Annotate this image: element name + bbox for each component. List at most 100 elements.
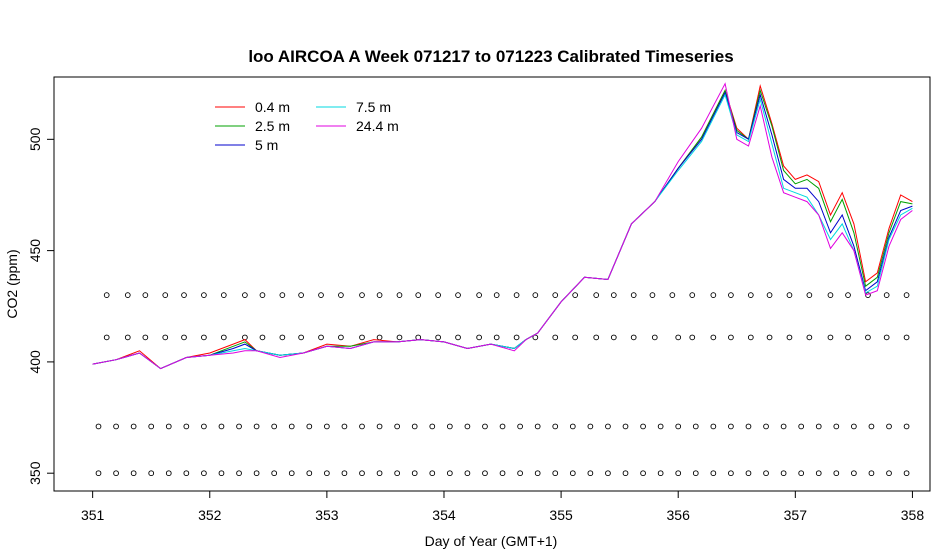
marker-point [728, 423, 734, 430]
legend-label: 7.5 m [356, 99, 391, 115]
marker-point [710, 292, 717, 298]
marker-point [415, 334, 422, 341]
marker-point [411, 470, 418, 477]
marker-point [886, 423, 892, 430]
marker-point [747, 334, 754, 341]
marker-point [513, 334, 520, 341]
marker-point [903, 334, 910, 341]
marker-point [165, 423, 172, 430]
marker-point [446, 423, 453, 430]
marker-point [359, 423, 365, 430]
marker-point [130, 470, 137, 477]
marker-point [113, 470, 119, 477]
marker-point [95, 423, 102, 430]
marker-point [124, 292, 131, 298]
x-tick-label: 357 [784, 507, 808, 523]
marker-point [903, 292, 910, 298]
marker-point [396, 292, 403, 298]
marker-point [142, 334, 149, 341]
marker-point [630, 334, 637, 341]
marker-point [640, 423, 646, 430]
marker-point [552, 470, 559, 477]
y-tick-label: 400 [27, 350, 43, 374]
series-line [92, 82, 913, 370]
marker-point [610, 334, 617, 341]
marker-point [165, 470, 172, 477]
marker-point [411, 423, 418, 430]
marker-point [710, 334, 717, 341]
marker-point [341, 423, 348, 430]
x-tick-label: 356 [667, 507, 691, 523]
marker-point [572, 334, 578, 341]
marker-point [435, 334, 441, 341]
marker-point [552, 292, 559, 298]
marker-point [572, 292, 578, 298]
marker-point [569, 423, 576, 430]
marker-point [868, 470, 875, 477]
marker-point [359, 470, 365, 477]
legend-label: 24.4 m [356, 118, 399, 134]
marker-point [253, 423, 260, 430]
marker-point [493, 292, 500, 298]
marker-point [394, 423, 400, 430]
marker-point [710, 470, 717, 477]
marker-point [780, 423, 787, 430]
marker-point [689, 292, 696, 298]
marker-point [798, 423, 805, 430]
marker-point [236, 470, 242, 477]
series-line [92, 88, 913, 370]
marker-point [220, 334, 227, 341]
marker-point [534, 470, 541, 477]
marker-point [865, 334, 871, 341]
marker-point [534, 423, 541, 430]
marker-point [883, 292, 890, 298]
x-tick-label: 354 [432, 507, 456, 523]
marker-point [429, 423, 436, 430]
marker-point [827, 292, 834, 298]
marker-point [763, 470, 769, 477]
x-tick-label: 351 [81, 507, 105, 523]
marker-point [201, 423, 207, 430]
marker-point [669, 292, 676, 298]
y-tick-label: 450 [27, 239, 43, 263]
legend-label: 5 m [255, 137, 278, 153]
marker-point [464, 470, 471, 477]
marker-point [605, 423, 611, 430]
marker-point [482, 470, 488, 477]
marker-point [675, 470, 682, 477]
marker-point [218, 423, 225, 430]
y-tick-label: 500 [27, 127, 43, 151]
marker-point [833, 470, 840, 477]
marker-point [692, 423, 699, 430]
marker-point [359, 334, 365, 341]
marker-point [815, 470, 822, 477]
marker-point [851, 423, 857, 430]
marker-point [318, 292, 324, 298]
marker-point [640, 470, 646, 477]
marker-point [587, 423, 594, 430]
series-lines [92, 82, 913, 370]
marker-point [569, 470, 576, 477]
marker-point [446, 470, 453, 477]
marker-point [903, 470, 910, 477]
marker-point [649, 292, 656, 298]
marker-point [587, 470, 594, 477]
marker-point [513, 292, 520, 298]
marker-point [259, 334, 266, 341]
marker-point [851, 470, 857, 477]
marker-point [728, 470, 734, 477]
marker-point [622, 470, 629, 477]
marker-point [259, 292, 266, 298]
x-axis-label: Day of Year (GMT+1) [425, 533, 558, 549]
marker-point [476, 334, 482, 341]
marker-point [780, 470, 787, 477]
marker-point [499, 423, 506, 430]
marker-point [622, 423, 629, 430]
marker-point [786, 334, 793, 341]
x-tick-label: 358 [901, 507, 925, 523]
marker-point [95, 470, 102, 477]
marker-point [493, 334, 500, 341]
marker-point [552, 423, 559, 430]
marker-point [476, 292, 482, 298]
